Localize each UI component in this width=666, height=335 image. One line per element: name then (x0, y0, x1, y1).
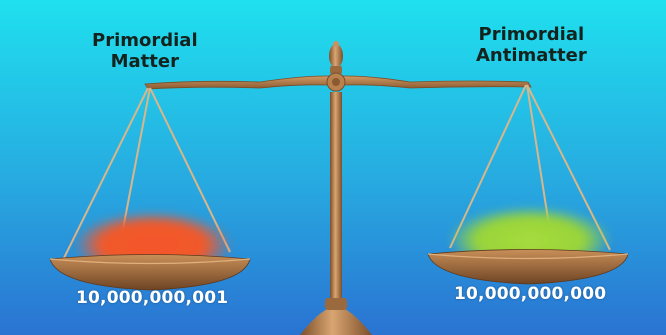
matter-count: 10,000,000,001 (76, 288, 229, 308)
left-pan (49, 254, 251, 291)
left-label-line1: Primordial (92, 30, 198, 51)
scale-pillar (300, 92, 372, 335)
pillar-base (300, 308, 372, 335)
right-label-line1: Primordial (478, 24, 585, 45)
left-label-line2: Matter (110, 51, 179, 72)
antimatter-count: 10,000,000,000 (454, 284, 607, 304)
left-pan-label: Primordial Matter (92, 30, 198, 72)
right-label-line2: Antimatter (476, 45, 587, 66)
right-pan (427, 249, 629, 285)
right-pan-label: Primordial Antimatter (476, 24, 587, 66)
scale-finial (326, 41, 346, 92)
